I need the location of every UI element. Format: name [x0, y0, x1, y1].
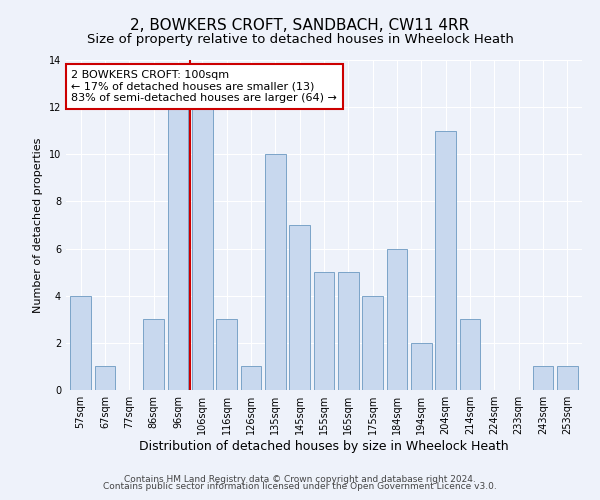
Bar [314, 272, 334, 390]
Y-axis label: Number of detached properties: Number of detached properties [33, 138, 43, 312]
Text: Contains HM Land Registry data © Crown copyright and database right 2024.: Contains HM Land Registry data © Crown c… [124, 475, 476, 484]
Bar [289, 225, 310, 390]
Bar [216, 320, 237, 390]
Bar [192, 107, 212, 390]
Bar [386, 248, 407, 390]
Bar [460, 320, 481, 390]
Bar [241, 366, 262, 390]
X-axis label: Distribution of detached houses by size in Wheelock Heath: Distribution of detached houses by size … [139, 440, 509, 453]
Text: Size of property relative to detached houses in Wheelock Heath: Size of property relative to detached ho… [86, 32, 514, 46]
Bar [436, 130, 456, 390]
Bar [70, 296, 91, 390]
Text: 2, BOWKERS CROFT, SANDBACH, CW11 4RR: 2, BOWKERS CROFT, SANDBACH, CW11 4RR [130, 18, 470, 32]
Bar [95, 366, 115, 390]
Bar [265, 154, 286, 390]
Bar [411, 343, 432, 390]
Text: 2 BOWKERS CROFT: 100sqm
← 17% of detached houses are smaller (13)
83% of semi-de: 2 BOWKERS CROFT: 100sqm ← 17% of detache… [71, 70, 337, 103]
Bar [338, 272, 359, 390]
Bar [557, 366, 578, 390]
Text: Contains public sector information licensed under the Open Government Licence v3: Contains public sector information licen… [103, 482, 497, 491]
Bar [167, 107, 188, 390]
Bar [362, 296, 383, 390]
Bar [533, 366, 553, 390]
Bar [143, 320, 164, 390]
